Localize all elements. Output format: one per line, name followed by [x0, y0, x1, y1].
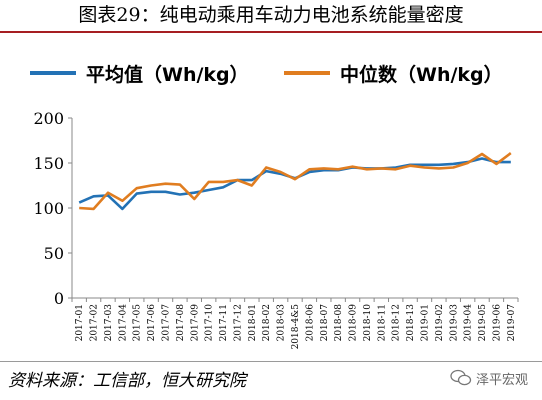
x-tick-label: 2019-05 [478, 304, 488, 342]
x-tick-label: 2017-08 [176, 304, 186, 342]
title-divider [0, 31, 542, 33]
series-line-median [79, 152, 512, 211]
x-tick-label: 2017-05 [133, 304, 143, 342]
chart-legend: 平均值（Wh/kg） 中位数（Wh/kg） [0, 55, 542, 91]
x-tick-label: 2018-09 [349, 304, 359, 342]
source-note: 资料来源：工信部，恒大研究院 [8, 371, 246, 391]
x-tick-label: 2017-03 [104, 304, 114, 342]
x-tick-label: 2018-08 [334, 304, 344, 342]
x-tick-label: 2019-01 [420, 304, 430, 341]
line-chart: 0 50 100 150 200 2017-01 2017-02 2017-03 2017-04… [33, 109, 519, 350]
x-tick-label: 2017-04 [118, 304, 128, 342]
y-tick-label: 50 [44, 244, 64, 263]
x-tick-label: 2017-11 [219, 304, 229, 341]
x-tick-label: 2017-01 [75, 304, 85, 341]
x-tick-label: 2019-02 [435, 304, 445, 341]
x-tick-label: 2018-12 [392, 304, 402, 341]
legend-swatch-median [284, 71, 330, 75]
legend-swatch-average [30, 71, 76, 75]
x-tick-label: 2018-01 [248, 304, 258, 341]
watermark: 泽平宏观 [450, 366, 528, 390]
page-title: 图表29：纯电动乘用车动力电池系统能量密度 [78, 4, 464, 26]
y-tick-label: 200 [33, 109, 64, 128]
x-tick-label: 2018-06 [305, 304, 315, 342]
x-tick-label: 2017-12 [233, 304, 243, 341]
wechat-icon [450, 369, 472, 386]
x-tick-label: 2017-10 [205, 304, 215, 342]
x-tick-label: 2019-06 [492, 304, 502, 342]
x-tick-label: 2018-10 [363, 304, 373, 342]
x-tick-label: 2017-07 [162, 304, 172, 342]
legend-label-median: 中位数（Wh/kg） [340, 63, 503, 86]
y-tick-label: 150 [33, 154, 64, 173]
legend-item-average: 平均值（Wh/kg） [30, 55, 249, 91]
x-tick-label: 2019-03 [449, 304, 459, 342]
x-tick-label: 2018-13 [406, 304, 416, 342]
watermark-text: 泽平宏观 [475, 372, 528, 388]
legend-label-average: 平均值（Wh/kg） [86, 63, 249, 86]
series-line-average [78, 157, 511, 211]
footer-divider [0, 361, 542, 362]
x-tick-label: 2019-04 [464, 304, 474, 342]
y-tick-label: 0 [54, 289, 64, 308]
x-tick-label: 2018-4&5 [291, 304, 301, 350]
x-tick-label: 2017-06 [147, 304, 157, 342]
x-tick-label: 2019-07 [507, 304, 517, 342]
x-tick-label: 2018-07 [320, 304, 330, 342]
x-tick-label: 2018-02 [262, 304, 272, 341]
legend-item-median: 中位数（Wh/kg） [284, 55, 503, 91]
x-tick-label: 2018-03 [277, 304, 287, 342]
x-tick-label: 2017-09 [190, 304, 200, 342]
x-tick-label: 2018-11 [377, 304, 387, 341]
x-tick-label: 2017-02 [90, 304, 100, 341]
y-tick-label: 100 [33, 199, 64, 218]
